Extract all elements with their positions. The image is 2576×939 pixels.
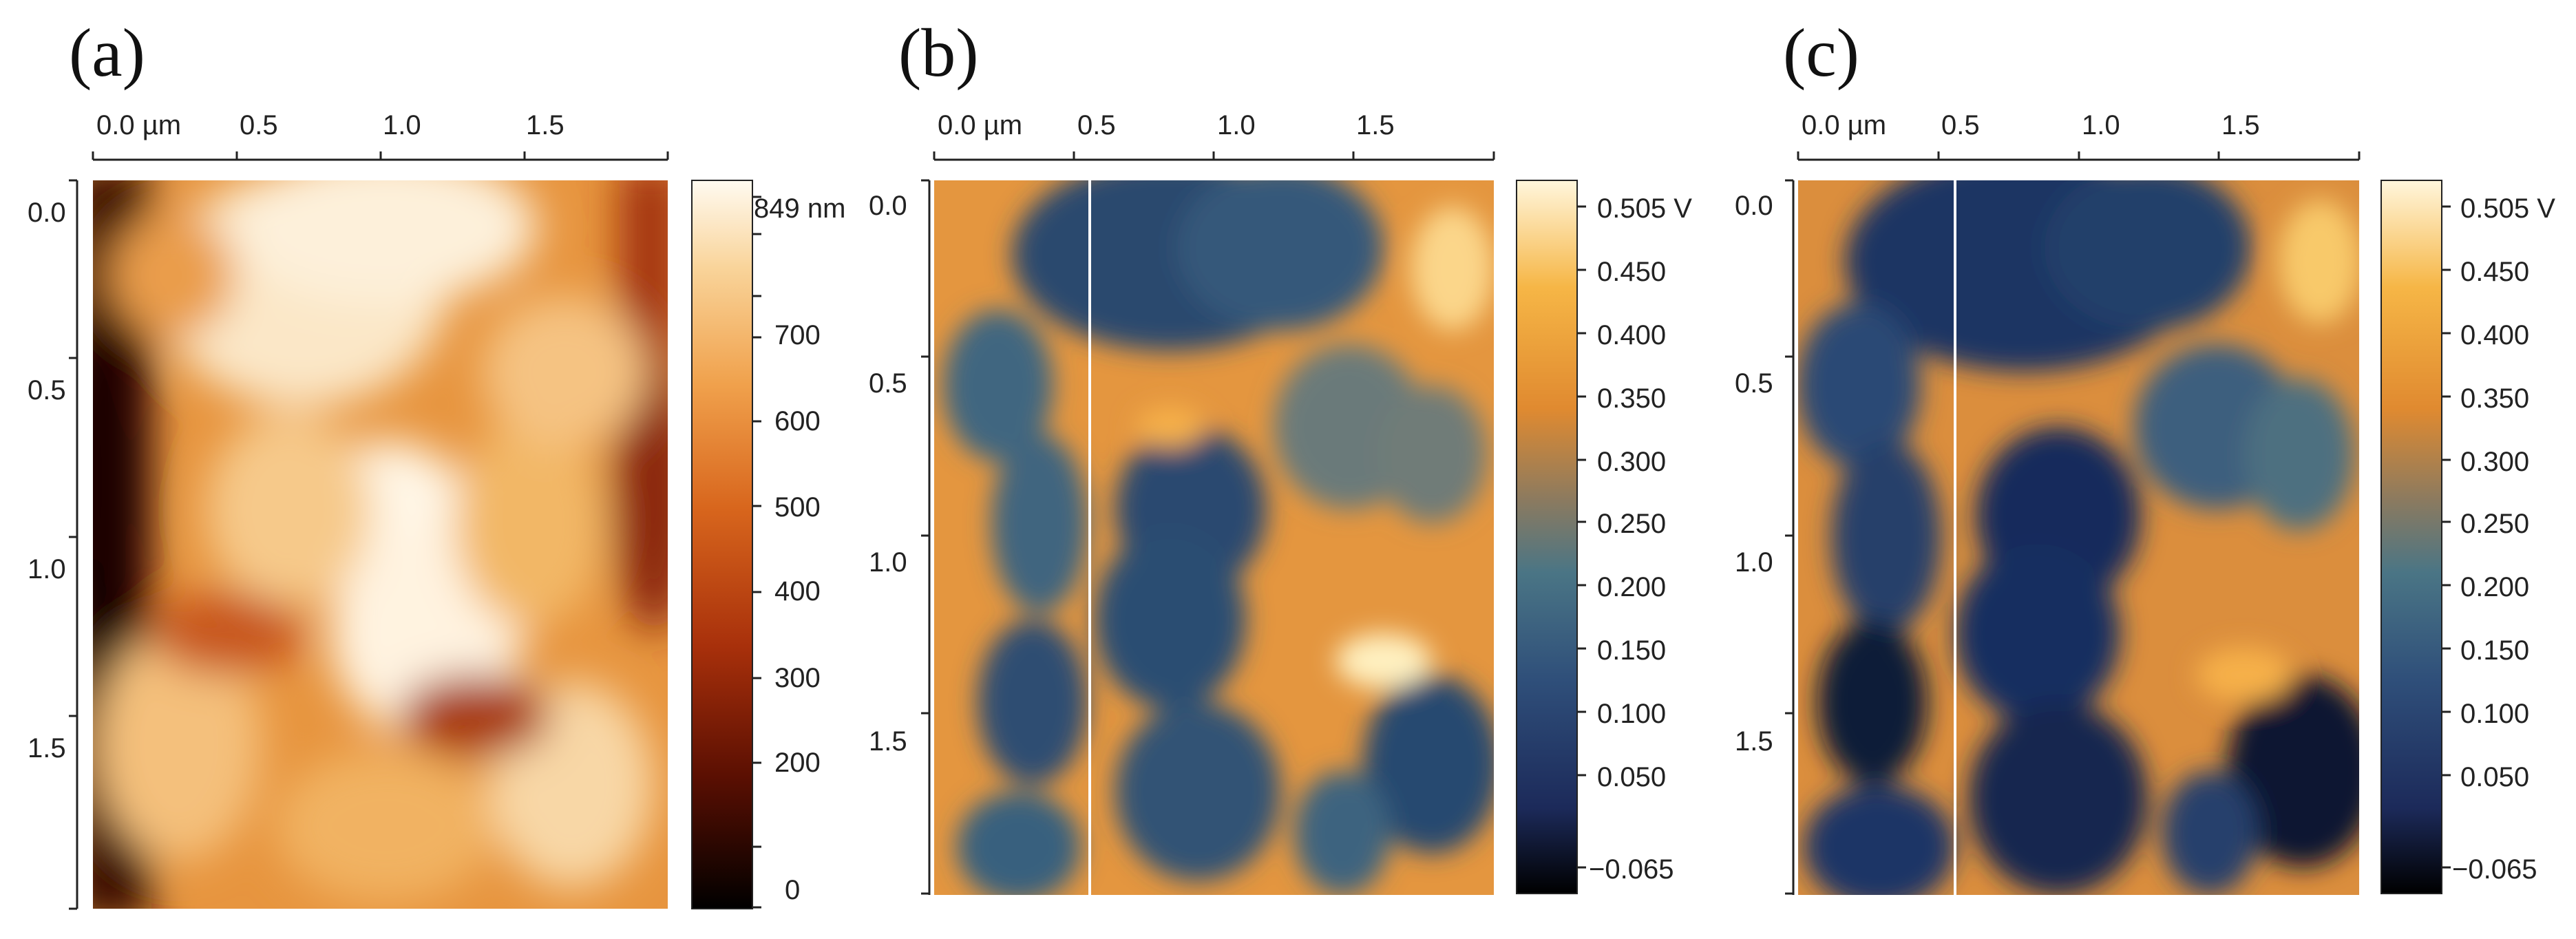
x-tick: 1.0	[1217, 110, 1256, 140]
panel-label-c: (c)	[1783, 14, 1859, 91]
y-tick: 1.0	[869, 547, 907, 578]
y-tick: 0.5	[28, 375, 66, 405]
panel-c: (c) 0.0 µm 0.5 1.0 1.5 0.0 0.5 1.0 1.5	[1735, 14, 2555, 895]
panel-label-b: (b)	[898, 14, 979, 91]
colorbar-tick: 0.200	[2460, 572, 2529, 602]
y-tick: 1.5	[28, 733, 66, 763]
y-tick: 1.5	[1735, 726, 1773, 757]
panel-a: (a) 0.0 µm 0.5 1.0 1.5 0.0 0.5 1.0 1.5	[28, 14, 845, 910]
x-tick: 0.0 µm	[96, 110, 181, 140]
x-tick: 0.5	[240, 110, 278, 140]
colorbar-tick: 0.400	[2460, 320, 2529, 350]
colorbar-tick: 0	[785, 875, 800, 905]
topography-image	[93, 180, 668, 909]
x-tick: 1.5	[2221, 110, 2260, 140]
y-tick: 0.5	[869, 368, 907, 399]
colorbar-tick: 0.100	[1597, 699, 1666, 729]
colorbar-tick: −0.065	[1589, 854, 1674, 885]
colorbar-c	[2380, 180, 2442, 894]
colorbar-unit-label: 0.505 V	[2460, 193, 2555, 224]
y-tick: 1.0	[1735, 547, 1773, 578]
y-tick: 0.5	[1735, 368, 1773, 399]
x-tick: 0.0 µm	[938, 110, 1022, 140]
colorbar-unit-label: 0.505 V	[1597, 193, 1692, 224]
y-tick: 1.5	[869, 726, 907, 757]
colorbar-tick: 600	[774, 406, 821, 436]
colorbar-tick: 400	[774, 576, 821, 606]
x-tick: 1.5	[526, 110, 564, 140]
colorbar-tick: 0.100	[2460, 699, 2529, 729]
colorbar-tick: 0.300	[2460, 447, 2529, 477]
colorbar-tick: 700	[774, 320, 821, 350]
colorbar-tick: 0.450	[1597, 257, 1666, 287]
y-tick: 0.0	[1735, 191, 1773, 221]
colorbar-b	[1516, 180, 1578, 894]
colorbar-tick: 0.350	[2460, 383, 2529, 414]
x-tick: 1.0	[2082, 110, 2120, 140]
colorbar-unit-label: 849 nm	[754, 193, 845, 224]
colorbar-tick: 0.250	[1597, 509, 1666, 539]
colorbar-tick: 0.150	[2460, 635, 2529, 666]
colorbar-tick: 0.300	[1597, 447, 1666, 477]
colorbar-tick: 0.200	[1597, 572, 1666, 602]
panel-b: (b) 0.0 µm 0.5 1.0 1.5 0.0 0.5 1.0 1.5	[869, 14, 1692, 895]
colorbar-tick: 0.350	[1597, 383, 1666, 414]
y-tick: 1.0	[28, 554, 66, 584]
colorbar-tick: 200	[774, 748, 821, 778]
colorbar-tick: 0.400	[1597, 320, 1666, 350]
colorbar-tick: 300	[774, 663, 821, 693]
potential-image-c	[1798, 180, 2359, 895]
panel-label-a: (a)	[69, 14, 145, 91]
colorbar-tick: 0.250	[2460, 509, 2529, 539]
x-tick: 0.5	[1077, 110, 1116, 140]
colorbar-tick: 0.050	[1597, 762, 1666, 792]
x-tick: 0.0 µm	[1802, 110, 1886, 140]
x-tick: 1.0	[383, 110, 421, 140]
x-tick: 1.5	[1356, 110, 1395, 140]
potential-image-b	[934, 180, 1494, 895]
y-tick: 0.0	[869, 191, 907, 221]
colorbar-tick: 500	[774, 492, 821, 523]
colorbar-tick: 0.150	[1597, 635, 1666, 666]
colorbar-tick: 0.050	[2460, 762, 2529, 792]
colorbar-tick: −0.065	[2452, 854, 2537, 885]
colorbar-tick: 0.450	[2460, 257, 2529, 287]
colorbar-a	[691, 180, 753, 909]
x-tick: 0.5	[1941, 110, 1980, 140]
y-tick: 0.0	[28, 198, 66, 228]
